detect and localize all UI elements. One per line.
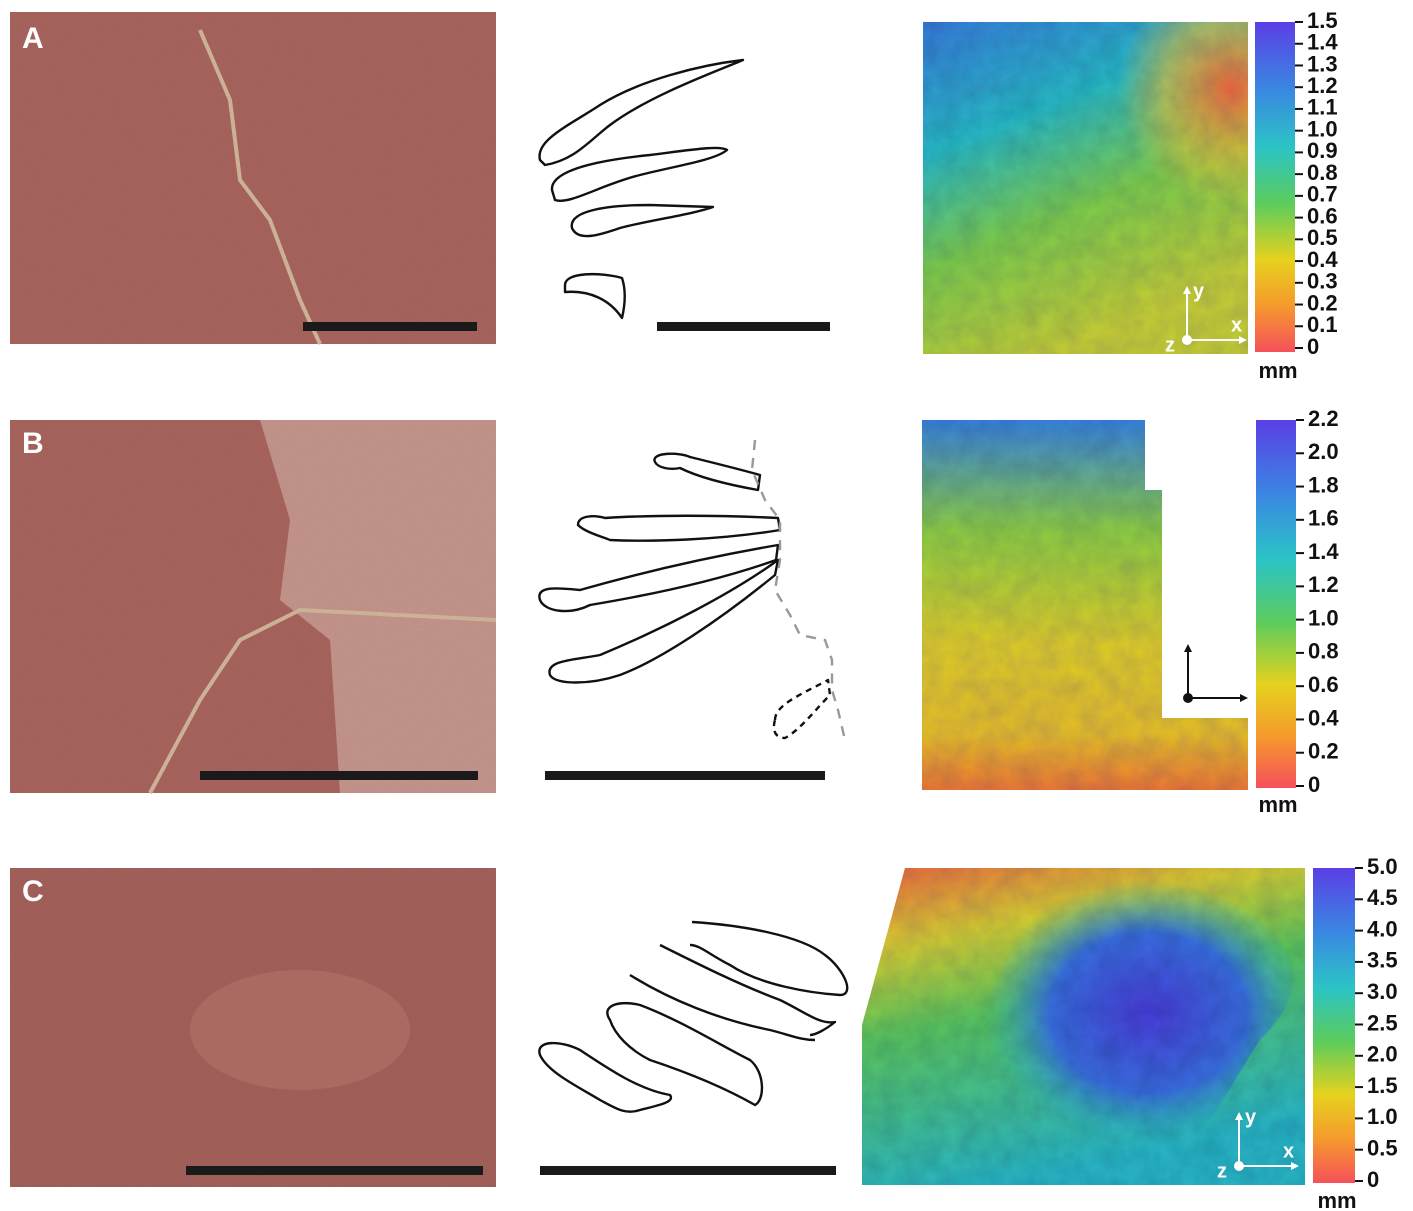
colorbar-tick-label: 1.8 <box>1308 472 1339 497</box>
arrow-head <box>1184 644 1192 652</box>
outline-drawing-c <box>539 922 847 1112</box>
axis-label: y <box>1245 1106 1257 1128</box>
colorbar-tick-label: 1.0 <box>1308 605 1339 630</box>
panel-label: B <box>22 427 44 460</box>
colorbar-tick-label: 2.2 <box>1308 406 1339 431</box>
colorbar-tick-label: 0.2 <box>1308 739 1339 764</box>
colorbar-tick-label: 1.6 <box>1308 506 1339 531</box>
axis-label: z <box>1166 692 1176 714</box>
unit-label: mm <box>1258 792 1297 817</box>
colorbar <box>1313 868 1355 1183</box>
panel-label: A <box>22 22 44 55</box>
colorbar-tick-label: 0.5 <box>1367 1136 1398 1161</box>
scale-bar <box>657 322 830 331</box>
scale-bar <box>303 322 477 331</box>
colorbar-tick-label: 4.5 <box>1367 885 1398 910</box>
scale-bar <box>186 1166 483 1175</box>
colorbar-tick-label: 1.2 <box>1308 572 1339 597</box>
colorbar-tick-label: 3.5 <box>1367 948 1398 973</box>
colorbar-tick-label: 0.8 <box>1308 639 1339 664</box>
outline-drawing-b <box>539 440 845 740</box>
height-map-b <box>922 420 1248 790</box>
axis-label: y <box>1194 638 1206 660</box>
photo-a <box>10 12 496 344</box>
colorbar-tick-label: 2.0 <box>1367 1042 1398 1067</box>
unit-label: mm <box>1317 1188 1356 1211</box>
axis-label: z <box>1165 334 1175 356</box>
axis-label: x <box>1232 672 1243 694</box>
height-map-a <box>923 22 1248 354</box>
axis-label: x <box>1283 1140 1294 1162</box>
colorbar-tick-label: 0 <box>1367 1167 1379 1192</box>
axis-label: y <box>1193 280 1205 302</box>
colorbar-tick-label: 2.0 <box>1308 439 1339 464</box>
axis-origin <box>1182 335 1192 345</box>
colorbar-tick-label: 0 <box>1307 334 1319 359</box>
axis-label: z <box>1217 1160 1227 1182</box>
arrow-head <box>1240 694 1248 702</box>
colorbar <box>1256 420 1296 788</box>
colorbar-tick-label: 0.6 <box>1308 672 1339 697</box>
scale-bar <box>540 1166 836 1175</box>
axis-origin <box>1234 1161 1244 1171</box>
scale-bar <box>200 771 478 780</box>
axis-origin <box>1183 693 1193 703</box>
scale-bar <box>545 771 825 780</box>
panel-label: C <box>22 875 44 908</box>
outline-drawing-a <box>540 60 743 318</box>
colorbar-tick-label: 3.0 <box>1367 979 1398 1004</box>
colorbar-tick-label: 2.5 <box>1367 1010 1398 1035</box>
colorbar-tick-label: 4.0 <box>1367 916 1398 941</box>
colorbar-tick-label: 1.4 <box>1308 539 1339 564</box>
colorbar <box>1255 22 1295 352</box>
photo-b <box>10 420 496 793</box>
figure: A1.51.41.31.21.11.00.90.80.70.60.50.40.3… <box>0 0 1413 1211</box>
colorbar-tick-label: 0.4 <box>1308 705 1339 730</box>
colorbar-tick-label: 1.0 <box>1367 1104 1398 1129</box>
photo-c <box>10 868 496 1187</box>
axis-label: x <box>1231 314 1242 336</box>
colorbar-tick-label: 1.5 <box>1367 1073 1398 1098</box>
colorbar-tick-label: 0 <box>1308 772 1320 797</box>
unit-label: mm <box>1258 358 1297 383</box>
colorbar-tick-label: 5.0 <box>1367 854 1398 879</box>
